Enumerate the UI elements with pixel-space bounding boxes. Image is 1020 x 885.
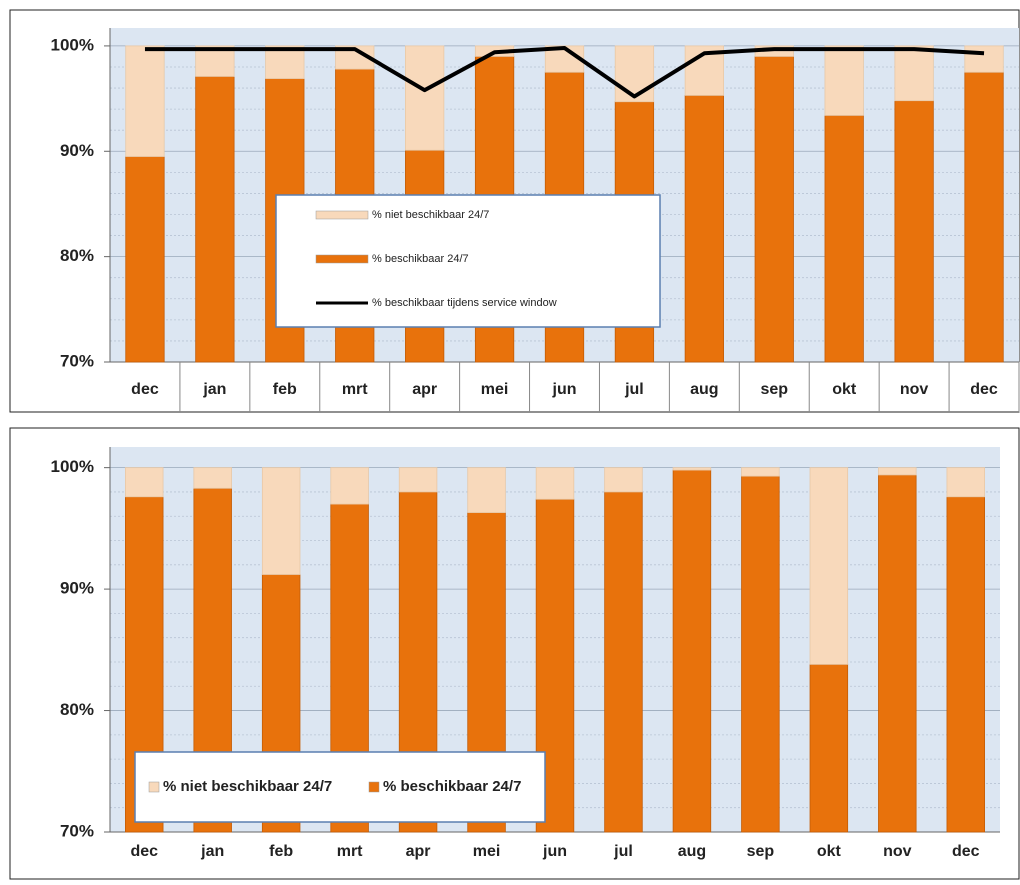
x-tick-label: jan: [202, 381, 226, 398]
legend-swatch: [148, 781, 160, 793]
x-tick-label: apr: [406, 843, 431, 860]
bar-segment: [946, 467, 985, 498]
x-tick-label: okt: [817, 843, 842, 860]
bar-segment: [964, 71, 1004, 363]
bar-segment: [335, 45, 375, 70]
bar-segment: [824, 115, 864, 363]
x-tick-label: mei: [481, 381, 509, 398]
legend-swatch: [315, 210, 369, 220]
bar-segment: [193, 467, 232, 489]
bar-segment: [946, 496, 985, 833]
legend-label: % beschikbaar 24/7: [383, 778, 521, 795]
x-tick-label: jan: [200, 843, 224, 860]
x-tick-label: okt: [832, 381, 857, 398]
bar-segment: [125, 156, 165, 363]
bar-segment: [604, 491, 643, 833]
bar-segment: [894, 45, 934, 102]
x-tick-label: nov: [900, 381, 929, 398]
y-tick-label: 100%: [51, 457, 94, 476]
x-tick-label: mei: [473, 843, 501, 860]
bar-segment: [398, 467, 438, 493]
x-tick-label: dec: [130, 843, 158, 860]
legend-label: % beschikbaar tijdens service window: [372, 297, 557, 309]
x-tick-label: aug: [690, 381, 718, 398]
x-tick-label: apr: [412, 381, 437, 398]
bar-segment: [741, 475, 780, 833]
x-tick-label: dec: [970, 381, 998, 398]
bar-segment: [964, 45, 1004, 73]
bar-segment: [405, 45, 445, 151]
bar-segment: [125, 467, 164, 498]
y-tick-label: 70%: [60, 821, 94, 840]
bar-segment: [125, 45, 165, 157]
bar-segment: [741, 467, 780, 477]
x-tick-label: mrt: [337, 843, 363, 860]
legend-label: % niet beschikbaar 24/7: [163, 778, 332, 795]
y-tick-label: 90%: [60, 579, 94, 598]
legend-swatch: [368, 781, 380, 793]
bar-segment: [535, 467, 575, 500]
bar-segment: [809, 663, 849, 833]
y-tick-label: 100%: [51, 35, 94, 54]
x-tick-label: jul: [624, 381, 644, 398]
legend-label: % beschikbaar 24/7: [372, 253, 469, 265]
bar-segment: [824, 45, 864, 116]
bar-segment: [265, 45, 305, 79]
bar-segment: [894, 100, 934, 363]
x-tick-label: jul: [613, 843, 633, 860]
y-tick-label: 80%: [60, 700, 94, 719]
legend-label: % niet beschikbaar 24/7: [372, 209, 489, 221]
bar-segment: [878, 467, 917, 476]
bar-segment: [261, 467, 301, 575]
bar-segment: [672, 467, 712, 471]
x-tick-label: feb: [273, 381, 297, 398]
bar-segment: [614, 45, 655, 103]
x-tick-label: aug: [678, 843, 706, 860]
y-tick-label: 80%: [60, 246, 94, 265]
x-tick-label: sep: [747, 843, 775, 860]
x-tick-label: jun: [552, 381, 577, 398]
bar-segment: [754, 56, 794, 363]
bar-segment: [809, 467, 849, 665]
bar-segment: [878, 474, 917, 833]
bar-segment: [330, 467, 369, 505]
x-tick-label: nov: [883, 843, 912, 860]
x-tick-label: jun: [542, 843, 567, 860]
legend-swatch: [315, 254, 369, 264]
bar-segment: [467, 467, 506, 513]
x-tick-label: feb: [269, 843, 293, 860]
bar-segment: [684, 95, 724, 363]
y-tick-label: 90%: [60, 141, 94, 160]
line-series: [144, 46, 985, 99]
x-tick-label: mrt: [342, 381, 368, 398]
x-tick-label: dec: [952, 843, 980, 860]
bar-segment: [195, 76, 235, 363]
x-tick-label: dec: [131, 381, 159, 398]
legend-box: [134, 751, 546, 823]
bar-segment: [672, 469, 712, 833]
bar-segment: [604, 467, 643, 493]
y-tick-label: 70%: [60, 351, 94, 370]
x-tick-label: sep: [760, 381, 788, 398]
